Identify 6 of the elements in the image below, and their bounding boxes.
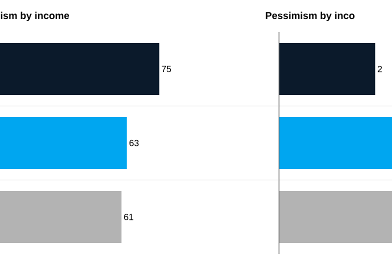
chart-title: ism by income xyxy=(0,12,70,22)
data-label: 61 xyxy=(124,214,134,220)
chart-title: Pessimism by inco xyxy=(266,12,355,22)
data-label: 75 xyxy=(162,66,172,72)
data-label: 2 xyxy=(378,66,382,72)
data-label: 63 xyxy=(130,140,139,146)
